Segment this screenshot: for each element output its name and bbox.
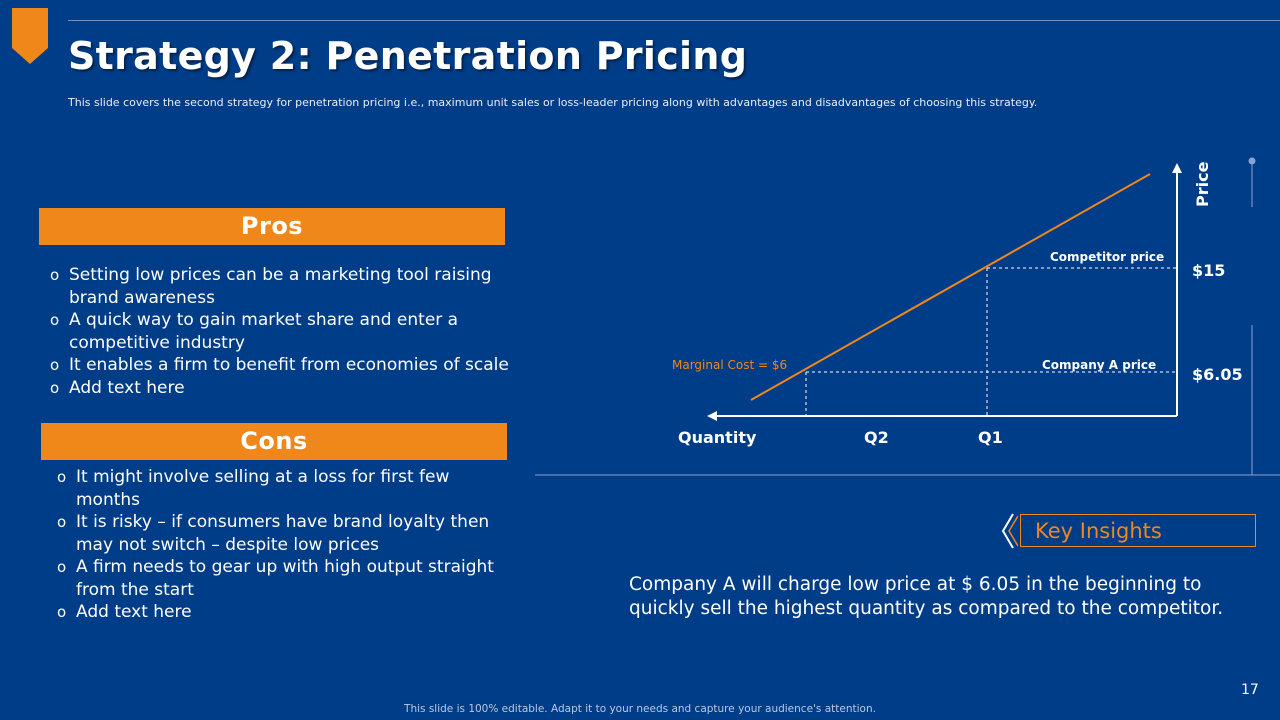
key-insights-box: Key Insights <box>1020 514 1256 547</box>
pros-item: Setting low prices can be a marketing to… <box>50 264 510 309</box>
chevron-left-icon <box>1001 513 1018 549</box>
quantity-axis-label: Quantity <box>678 428 757 447</box>
pros-item: It enables a firm to benefit from econom… <box>50 354 510 377</box>
cons-header: Cons <box>41 423 507 460</box>
page-title: Strategy 2: Penetration Pricing <box>68 34 748 78</box>
price-high-label: $15 <box>1192 261 1225 280</box>
key-insights-label: Key Insights <box>1035 519 1162 543</box>
decorative-dot <box>1248 157 1256 165</box>
pros-item: Add text here <box>50 377 510 400</box>
marginal-cost-line <box>750 173 1151 401</box>
cons-item: Add text here <box>57 601 507 624</box>
price-axis-label: Price <box>1193 161 1212 207</box>
q1-label: Q1 <box>978 428 1003 447</box>
cons-list: It might involve selling at a loss for f… <box>57 466 507 624</box>
price-low-label: $6.05 <box>1192 365 1243 384</box>
bookmark-icon <box>12 8 48 64</box>
q2-label: Q2 <box>864 428 889 447</box>
cons-item: A firm needs to gear up with high output… <box>57 556 507 601</box>
competitor-price-label: Competitor price <box>1050 250 1164 264</box>
page-subtitle: This slide covers the second strategy fo… <box>68 96 1038 109</box>
marginal-cost-label: Marginal Cost = $6 <box>672 358 787 372</box>
pros-list: Setting low prices can be a marketing to… <box>50 264 510 399</box>
cons-item: It might involve selling at a loss for f… <box>57 466 507 511</box>
cons-item: It is risky – if consumers have brand lo… <box>57 511 507 556</box>
top-divider <box>68 20 1280 21</box>
footer-note: This slide is 100% editable. Adapt it to… <box>404 703 876 715</box>
pros-item: A quick way to gain market share and ent… <box>50 309 510 354</box>
key-insights-text: Company A will charge low price at $ 6.0… <box>629 574 1224 619</box>
company-a-price-label: Company A price <box>1042 358 1156 372</box>
page-number: 17 <box>1241 682 1259 698</box>
pros-header: Pros <box>39 208 505 245</box>
